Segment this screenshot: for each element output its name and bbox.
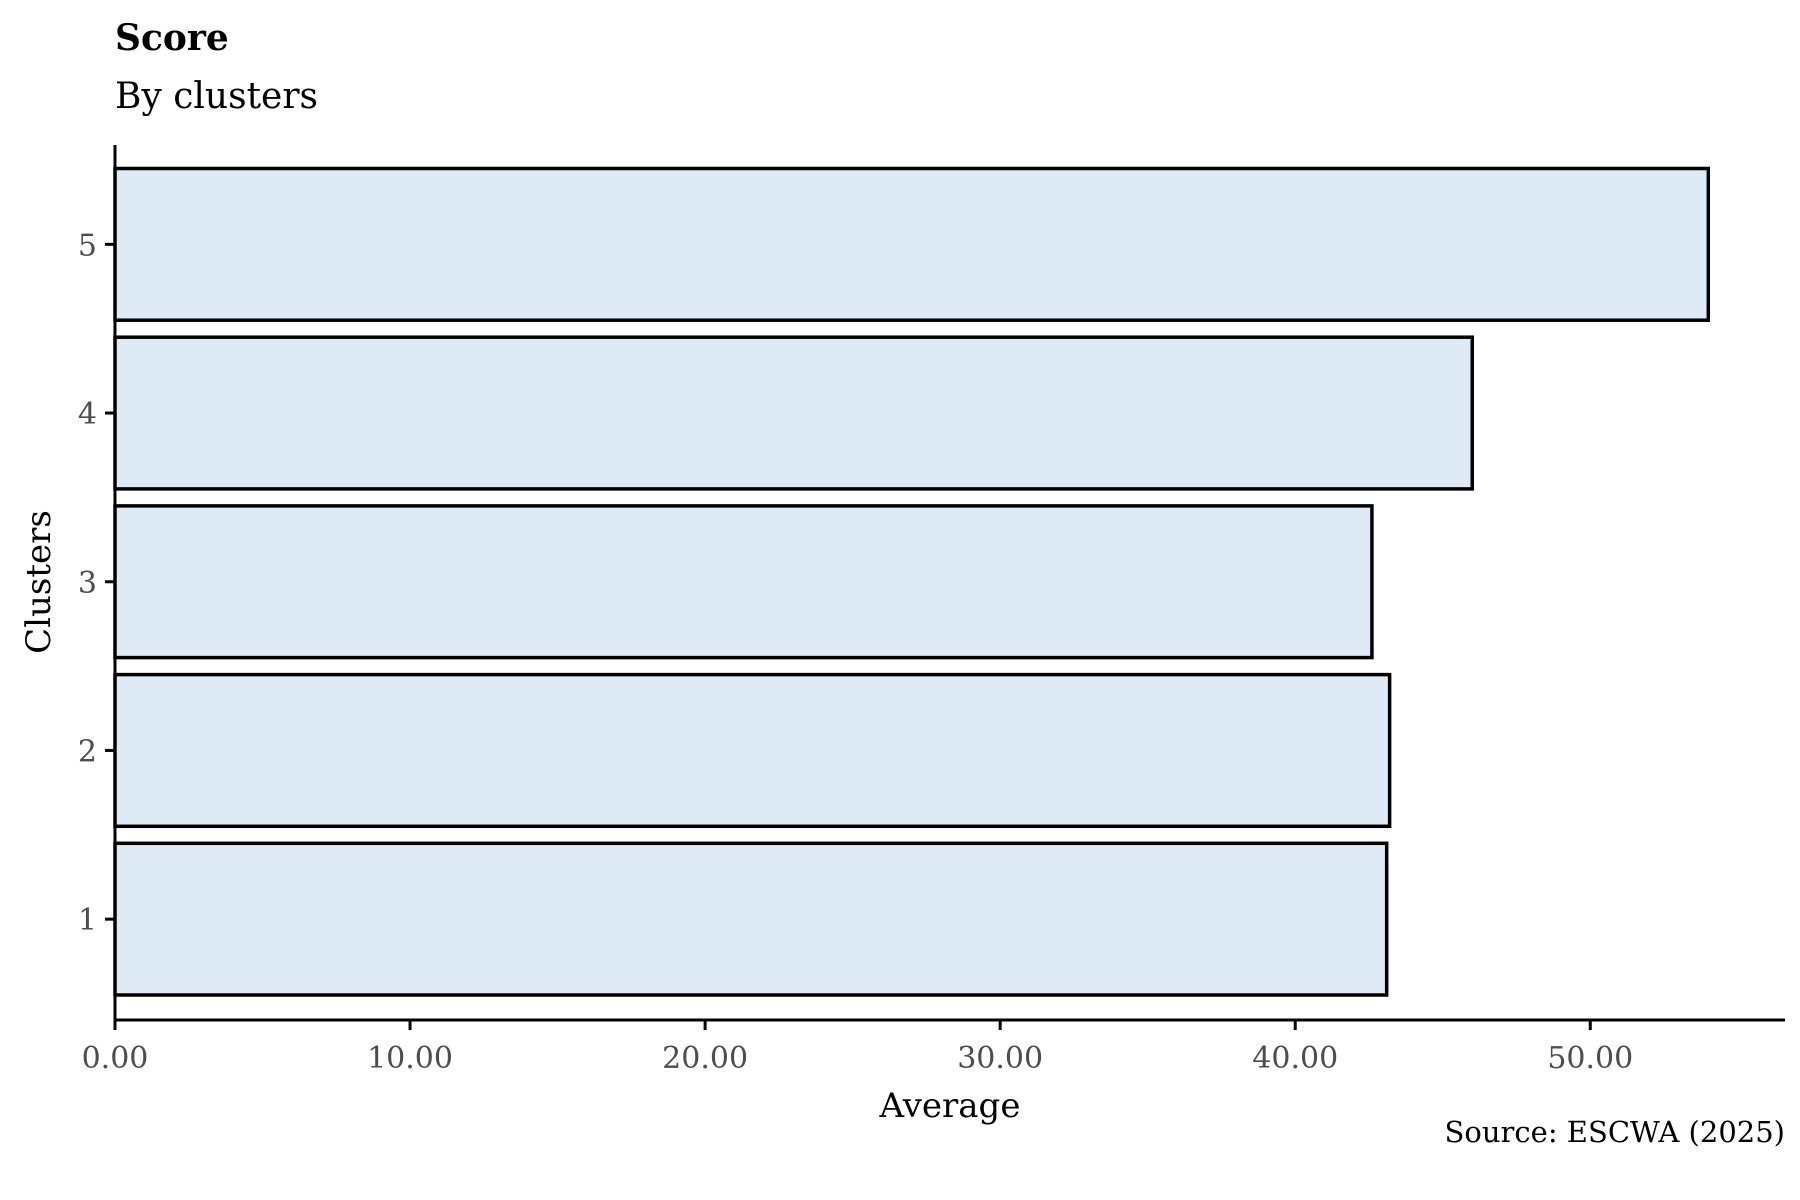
- chart-caption: Source: ESCWA (2025): [1445, 1115, 1785, 1149]
- y-axis-title: Clusters: [19, 510, 59, 654]
- y-tick-label: 3: [78, 566, 97, 601]
- x-tick-label: 0.00: [82, 1041, 149, 1076]
- x-tick-label: 20.00: [662, 1041, 748, 1076]
- bar-cluster-4: [113, 335, 1474, 491]
- x-tick-label: 10.00: [367, 1041, 453, 1076]
- x-tick-label: 50.00: [1547, 1041, 1633, 1076]
- bar-cluster-5: [113, 166, 1711, 322]
- chart-subtitle: By clusters: [115, 76, 318, 117]
- bars: [113, 166, 1711, 997]
- chart-title: Score: [115, 17, 229, 59]
- bar-cluster-1: [113, 841, 1389, 997]
- bar-cluster-2: [113, 672, 1392, 829]
- x-axis-title: Average: [879, 1086, 1021, 1126]
- y-tick-label: 2: [78, 734, 97, 769]
- y-tick-label: 4: [78, 397, 97, 432]
- x-tick-label: 30.00: [957, 1041, 1043, 1076]
- y-tick-label: 5: [78, 228, 97, 263]
- x-tick-label: 40.00: [1252, 1041, 1338, 1076]
- y-tick-label: 1: [78, 903, 97, 938]
- bar-cluster-3: [113, 504, 1374, 660]
